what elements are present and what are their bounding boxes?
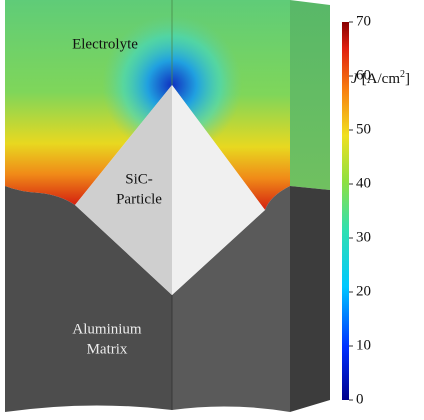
matrix-label: Aluminium xyxy=(72,321,142,337)
tick-label: 30 xyxy=(356,229,371,245)
figure: Electrolyte SiC- Particle Aluminium Matr… xyxy=(0,0,424,420)
particle-label: Particle xyxy=(116,191,162,207)
colorbar xyxy=(342,22,349,400)
tick-label: 20 xyxy=(356,283,371,299)
tick-label: 50 xyxy=(356,121,371,137)
tick-label: 60 xyxy=(356,67,371,83)
model: Electrolyte SiC- Particle Aluminium Matr… xyxy=(5,0,330,412)
electrolyte-label: Electrolyte xyxy=(72,36,138,52)
tick-label: 70 xyxy=(356,13,371,29)
particle-label: SiC- xyxy=(125,171,153,187)
colorbar-close: ] xyxy=(405,71,410,87)
tick-label: 10 xyxy=(356,337,371,353)
tick-label: 0 xyxy=(356,391,364,407)
matrix-label: Matrix xyxy=(87,341,128,357)
tick-label: 40 xyxy=(356,175,371,191)
